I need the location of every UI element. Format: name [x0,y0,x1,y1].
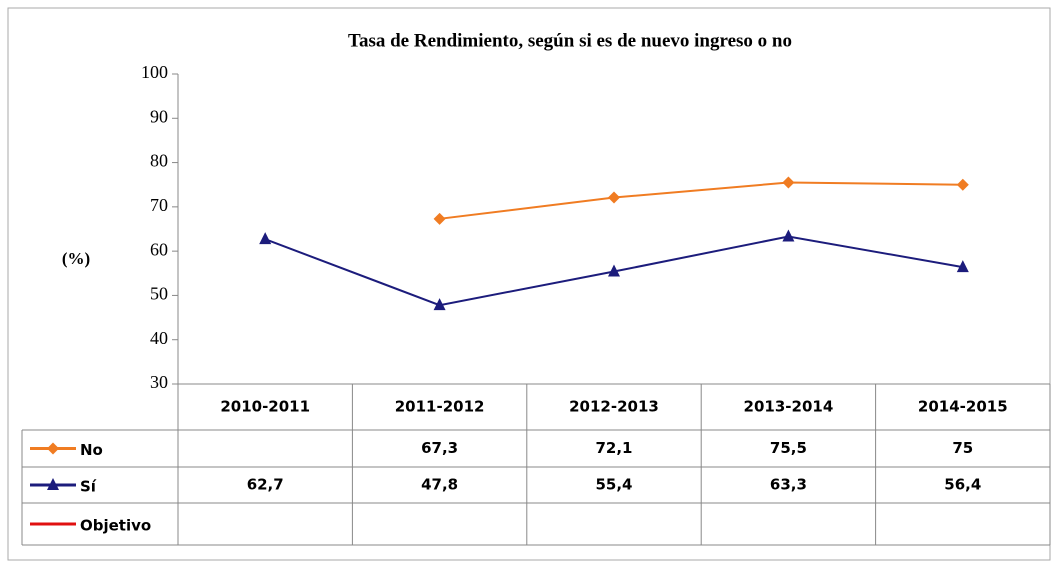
data-label: 47,8 [421,476,458,494]
marker [608,191,620,204]
marker [956,178,969,191]
y-tick-label: 90 [150,106,168,126]
y-axis-label: (%) [62,249,90,268]
x-tick-label: 2010-2011 [220,398,310,416]
marker [782,176,795,189]
y-tick-label: 100 [141,62,168,82]
data-label: 62,7 [247,476,284,494]
legend-label: Objetivo [80,517,151,535]
y-tick-label: 50 [150,284,168,304]
marker [956,260,969,273]
data-label: 56,4 [944,476,981,494]
marker [433,212,446,225]
x-tick-label: 2014-2015 [918,398,1008,416]
marker [433,298,446,311]
x-tick-label: 2012-2013 [569,398,659,416]
data-label: 63,3 [770,476,807,494]
data-label: 75,5 [770,439,807,457]
marker [47,442,59,455]
y-tick-label: 60 [150,239,168,259]
y-tick-label: 80 [150,151,168,171]
data-label: 55,4 [595,476,632,494]
marker [47,478,59,490]
chart-title: Tasa de Rendimiento, según si es de nuev… [348,30,792,51]
data-label: 72,1 [595,439,632,457]
data-label: 75 [952,439,973,457]
y-tick-label: 30 [150,372,168,392]
x-tick-label: 2013-2014 [744,398,834,416]
y-tick-label: 40 [150,328,168,348]
y-tick-label: 70 [150,195,168,215]
chart-frame [7,7,1051,561]
marker [782,229,795,242]
x-tick-label: 2011-2012 [395,398,485,416]
legend-label: Sí [80,478,97,496]
legend-label: No [80,441,103,459]
data-label: 67,3 [421,439,458,457]
series-line [439,181,963,220]
marker [608,264,620,277]
marker [259,232,272,245]
